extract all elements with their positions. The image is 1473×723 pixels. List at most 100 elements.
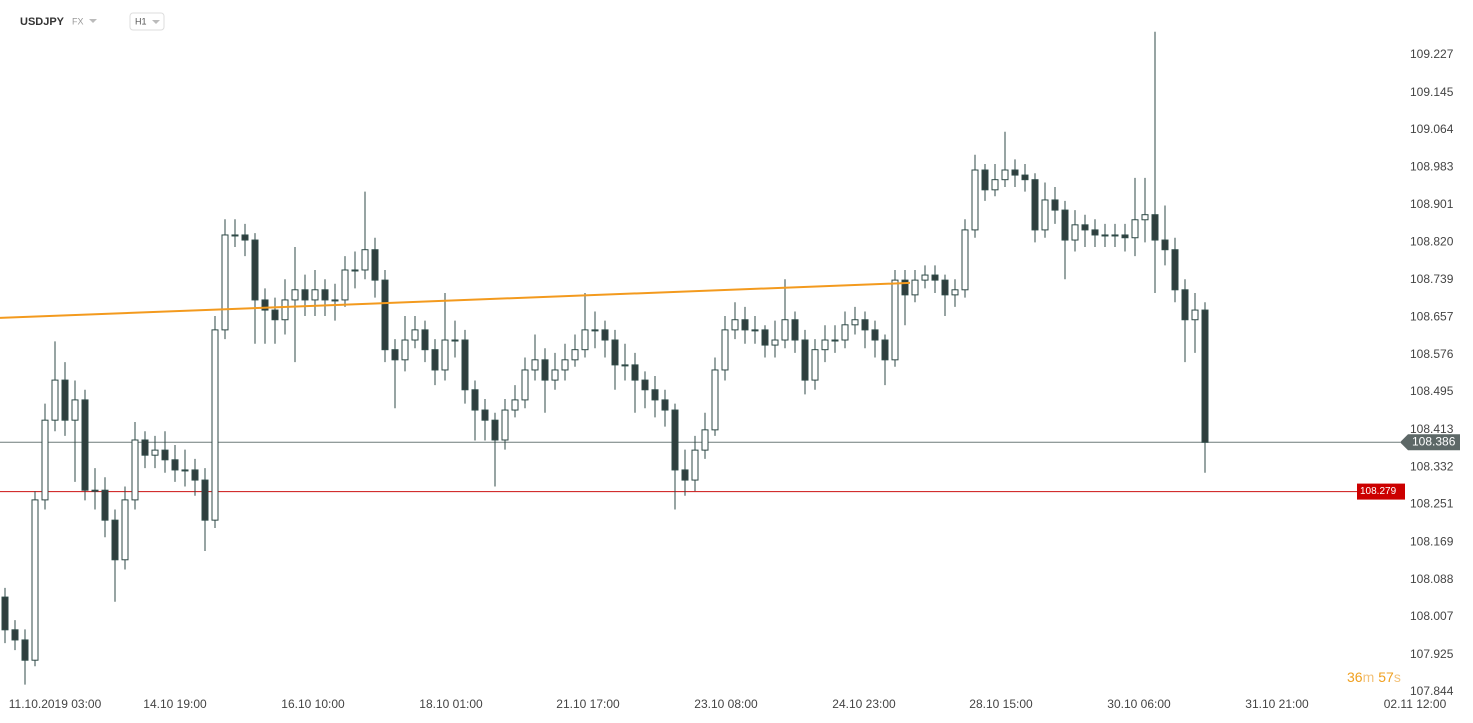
y-tick-label: 108.413 [1410, 422, 1454, 436]
candle-body [841, 324, 849, 341]
candle-body [521, 369, 529, 401]
candle-body [61, 379, 69, 421]
candle-body [601, 329, 609, 341]
y-tick-label: 108.332 [1410, 459, 1454, 473]
candle-body [301, 289, 309, 301]
candle-body [901, 279, 909, 296]
candle-body [451, 339, 459, 342]
candle-body [631, 364, 639, 381]
candle-body [621, 364, 629, 367]
price-label: 108.279 [1360, 486, 1397, 497]
candle-body [491, 419, 499, 441]
candle-body [441, 339, 449, 371]
candle-body [611, 339, 619, 366]
y-tick-label: 109.227 [1410, 47, 1454, 61]
candle-body [281, 299, 289, 321]
x-tick-label: 21.10 17:00 [556, 697, 620, 711]
candle-body [741, 319, 749, 331]
candle-body [931, 274, 939, 281]
x-tick-label: 14.10 19:00 [143, 697, 207, 711]
candle-body [921, 274, 929, 281]
market: FX [72, 16, 84, 26]
candle-body [111, 519, 119, 561]
candle-body [431, 349, 439, 371]
candle-body [561, 359, 569, 371]
candle-body [461, 339, 469, 391]
candle-body [1111, 234, 1119, 237]
candle-body [141, 439, 149, 456]
candle-body [41, 419, 49, 501]
candle-body [1061, 209, 1069, 241]
y-tick-label: 109.064 [1410, 122, 1454, 136]
y-tick-label: 107.844 [1410, 684, 1454, 698]
candle-body [831, 339, 839, 342]
y-tick-label: 108.901 [1410, 197, 1454, 211]
candle-body [691, 449, 699, 481]
interval-box[interactable] [129, 12, 165, 31]
candle-body [801, 339, 809, 381]
candle-body [1041, 199, 1049, 231]
candle-body [731, 319, 739, 331]
candle-body [891, 279, 899, 361]
candle-body [391, 349, 399, 361]
candle-body [1011, 169, 1019, 176]
candle-body [1, 596, 9, 631]
dropdown-arrow[interactable] [89, 19, 97, 23]
candle-body [401, 339, 409, 361]
price-label-box [1357, 483, 1405, 500]
candle-body [471, 389, 479, 411]
candle-body [1021, 174, 1029, 181]
candle-body [1031, 179, 1039, 231]
plot: 109.227 109.145 109.064 108.983 108.901 108.8… [0, 31, 1460, 711]
candle-body [501, 409, 509, 441]
candle-body [11, 629, 19, 641]
candle-body [971, 169, 979, 231]
y-tick-label: 108.251 [1410, 497, 1454, 511]
countdown-minutes: 36 [1347, 669, 1363, 685]
candle-body [671, 409, 679, 471]
candle-body [181, 469, 189, 472]
candle-body [1121, 234, 1129, 239]
candle-body [1091, 229, 1099, 236]
y-tick-label: 109.145 [1410, 85, 1454, 99]
candle-body [641, 379, 649, 391]
candle-body [761, 329, 769, 346]
y-tick-label: 108.007 [1410, 609, 1454, 623]
candle-body [161, 449, 169, 461]
y-tick-label: 108.739 [1410, 272, 1454, 286]
candle-body [721, 329, 729, 371]
interval[interactable]: H1 [135, 16, 147, 26]
candle-body [241, 234, 249, 241]
symbol[interactable]: USDJPY [20, 16, 65, 28]
x-tick-label: 23.10 08:00 [694, 697, 758, 711]
x-tick-label: 31.10 21:00 [1245, 697, 1309, 711]
candle-body [771, 339, 779, 346]
candle-body [121, 499, 129, 561]
x-tick-label: 02.11 12:00 [1384, 697, 1447, 711]
y-tick-label: 108.576 [1410, 347, 1454, 361]
candle-body [101, 489, 109, 521]
dropdown-arrow[interactable] [152, 20, 160, 24]
candle-body [151, 449, 159, 456]
candle-body [751, 329, 759, 332]
price-label-box [1400, 434, 1460, 451]
candle-body [271, 309, 279, 321]
candle-body [31, 499, 39, 661]
candle-body [1141, 214, 1149, 221]
candle-body [211, 329, 219, 521]
price-label: 108.386 [1412, 434, 1456, 448]
candle-body [381, 279, 389, 351]
candle-body [811, 349, 819, 381]
trendline [0, 281, 911, 319]
candle-body [321, 289, 329, 301]
candle-body [581, 329, 589, 351]
candle-body [681, 469, 689, 481]
candle-body [411, 329, 419, 341]
candle-body [51, 379, 59, 421]
candle-body [911, 279, 919, 296]
y-tick-label: 107.925 [1410, 647, 1454, 661]
x-tick-label: 28.10 15:00 [969, 697, 1033, 711]
candle-body [311, 289, 319, 301]
candle-body [701, 429, 709, 451]
